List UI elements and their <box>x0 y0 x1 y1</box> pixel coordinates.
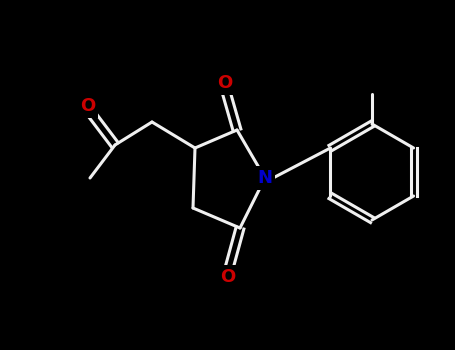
Text: O: O <box>81 97 96 115</box>
Text: O: O <box>217 74 233 92</box>
Text: N: N <box>258 169 273 187</box>
Text: O: O <box>220 268 236 286</box>
